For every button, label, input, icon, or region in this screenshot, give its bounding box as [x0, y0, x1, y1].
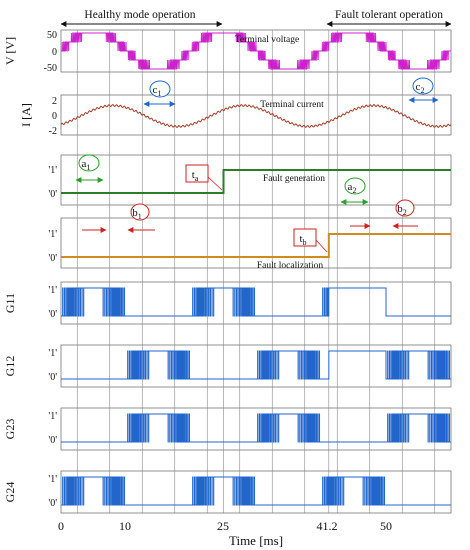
- fault-generation-trace: [61, 169, 451, 194]
- voltage-ytick-top: 50: [47, 30, 57, 41]
- annotation-ta: ta: [185, 164, 223, 191]
- terminal-voltage-line: [61, 32, 451, 70]
- g24-pwm-line: [61, 476, 451, 506]
- g23-pwm-line: [61, 413, 451, 443]
- fault-localization-title: Fault localization: [257, 261, 323, 271]
- xtick-10: 10: [119, 519, 131, 533]
- g23-y-label: G23: [3, 419, 17, 440]
- a1-sub: 1: [86, 163, 90, 172]
- annotation-a2: a2: [340, 177, 369, 205]
- g23-ytick-one: '1': [48, 411, 57, 422]
- g12-ytick-zero: '0': [48, 372, 57, 383]
- ta-letter: t: [192, 169, 195, 181]
- svg-text:tb: tb: [299, 233, 306, 247]
- g11-ytick-zero: '0': [48, 309, 57, 320]
- annotation-tb: tb: [293, 228, 328, 253]
- g23-trace: [61, 413, 451, 443]
- xtick-50: 50: [380, 519, 392, 533]
- current-trace: [60, 104, 452, 128]
- g23-ytick-zero: '0': [48, 435, 57, 446]
- b1-letter: b: [132, 207, 138, 219]
- current-y-label: I [A]: [19, 103, 33, 127]
- fault-localization-line: [61, 233, 451, 258]
- terminal-current-line: [60, 104, 452, 128]
- voltage-trace: [61, 32, 451, 70]
- fault-gen-ytick-one: '1': [48, 165, 57, 176]
- xtick-0: 0: [58, 519, 64, 533]
- g11-pwm-line: [61, 287, 451, 317]
- annotation-b2: b2: [350, 199, 418, 229]
- healthy-mode-header: Healthy mode operation: [84, 9, 195, 21]
- xtick-25: 25: [217, 519, 229, 533]
- g24-y-label: G24: [3, 482, 17, 503]
- current-ytick-mid: 0: [52, 111, 57, 122]
- svg-text:ta: ta: [192, 169, 199, 183]
- tb-sub: b: [303, 238, 307, 247]
- voltage-ytick-mid: 0: [52, 47, 57, 58]
- ta-pointer: [207, 176, 223, 191]
- svg-text:b2: b2: [397, 203, 407, 217]
- ta-sub: a: [195, 174, 199, 183]
- voltage-ytick-bottom: -50: [44, 63, 57, 74]
- b2-letter: b: [397, 203, 403, 215]
- g24-trace: [61, 476, 451, 506]
- svg-text:b1: b1: [132, 207, 142, 221]
- xtick-41-2: 41.2: [317, 519, 338, 533]
- g24-panel-frame: [60, 470, 452, 514]
- b2-sub: 2: [403, 208, 407, 217]
- g23-panel-frame: [60, 407, 452, 451]
- fault-tolerant-header: Fault tolerant operation: [335, 9, 443, 21]
- g12-trace: [61, 350, 451, 380]
- annotation-c1: c1: [143, 80, 176, 107]
- annotation-c2: c2: [408, 77, 439, 103]
- voltage-panel-title: Terminal voltage: [235, 35, 300, 45]
- svg-text:c1: c1: [153, 84, 162, 98]
- tb-letter: t: [299, 233, 302, 245]
- fault-loc-ytick-zero: '0': [48, 253, 57, 264]
- voltage-y-label: V [V]: [3, 37, 17, 65]
- g11-y-label: G11: [3, 293, 17, 313]
- svg-text:a1: a1: [82, 158, 91, 172]
- annotation-a1: a1: [75, 154, 104, 183]
- svg-text:a2: a2: [348, 181, 357, 195]
- fault-localization-trace: [61, 233, 451, 258]
- a2-sub: 2: [352, 186, 356, 195]
- c1-sub: 1: [157, 89, 161, 98]
- g12-y-label: G12: [3, 356, 17, 377]
- c1-letter: c: [153, 84, 158, 96]
- current-ytick-top: 2: [52, 96, 57, 107]
- fault-gen-ytick-zero: '0': [48, 189, 57, 200]
- a2-letter: a: [348, 181, 353, 193]
- g24-ytick-zero: '0': [48, 498, 57, 509]
- fault-generation-title: Fault generation: [263, 174, 325, 184]
- svg-text:c2: c2: [416, 81, 425, 95]
- current-ytick-bottom: -2: [49, 126, 57, 137]
- annotation-b1: b1: [82, 203, 155, 233]
- c2-letter: c: [416, 81, 421, 93]
- current-panel-title: Terminal current: [260, 100, 324, 110]
- g12-pwm-line: [61, 350, 451, 380]
- b1-sub: 1: [138, 212, 142, 221]
- g24-ytick-one: '1': [48, 474, 57, 485]
- fault-generation-line: [61, 169, 451, 194]
- fault-generation-panel-frame: [60, 154, 452, 206]
- a1-letter: a: [82, 158, 87, 170]
- x-axis-label: Time [ms]: [229, 533, 283, 548]
- tb-pointer: [315, 239, 328, 253]
- g11-trace: [61, 287, 451, 317]
- c2-sub: 2: [420, 86, 424, 95]
- fault-loc-ytick-one: '1': [48, 229, 57, 240]
- current-panel-frame: [60, 94, 452, 136]
- g11-ytick-one: '1': [48, 285, 57, 296]
- g12-ytick-one: '1': [48, 348, 57, 359]
- fault-localization-panel-frame: [60, 217, 452, 269]
